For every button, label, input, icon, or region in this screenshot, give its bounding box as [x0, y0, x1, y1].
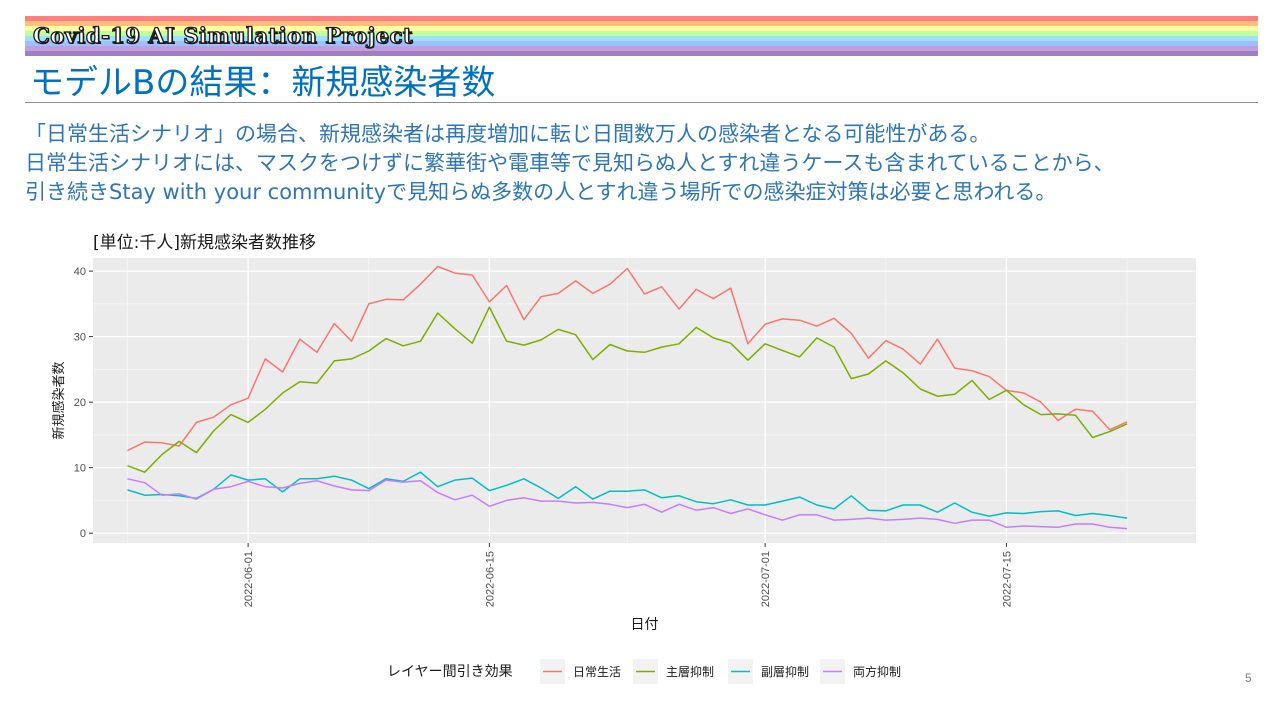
legend-label: 副層抑制 — [761, 664, 809, 679]
summary-line-3: 引き続きStay with your communityで見知らぬ多数の人とすれ… — [25, 180, 1057, 204]
rainbow-stripe — [25, 36, 1258, 41]
page-number: 5 — [1245, 671, 1252, 685]
series-lines — [127, 265, 1128, 530]
x-tick-label: 2022-07-01 — [760, 551, 772, 607]
y-tick-label: 40 — [74, 266, 86, 278]
major-gridlines — [93, 258, 1196, 543]
chart-title: [単位:千人]新規感染者数推移 — [93, 233, 316, 253]
x-tick-label: 2022-07-15 — [1001, 551, 1013, 607]
x-tick-label: 2022-06-01 — [243, 551, 255, 607]
y-tick-label: 10 — [74, 463, 86, 475]
title-divider — [25, 102, 1258, 103]
series-line-1 — [127, 265, 1128, 452]
series-line-2 — [127, 306, 1128, 473]
x-axis-label: 日付 — [631, 617, 659, 633]
page-title: モデルBの結果：新規感染者数 — [30, 63, 496, 103]
legend-label: 日常生活 — [573, 665, 621, 679]
y-axis: 0 10 20 30 40 — [74, 266, 93, 540]
rainbow-stripe — [25, 51, 1258, 56]
rainbow-header-band — [25, 16, 1258, 56]
x-tick-label: 2022-06-15 — [484, 551, 496, 607]
y-tick-label: 20 — [74, 397, 86, 409]
rainbow-stripe — [25, 31, 1258, 36]
summary-text: 「日常生活シナリオ」の場合、新規感染者は再度増加に転じ日間数万人の感染者となる可… — [25, 120, 1270, 207]
series-line-4 — [127, 478, 1128, 530]
summary-line-1: 「日常生活シナリオ」の場合、新規感染者は再度増加に転じ日間数万人の感染者となる可… — [25, 122, 991, 146]
rainbow-stripe — [25, 26, 1258, 31]
rainbow-stripe — [25, 21, 1258, 26]
y-tick-label: 0 — [80, 528, 86, 540]
legend-label: 両方抑制 — [853, 664, 901, 679]
project-banner: Covid-19 AI Simulation Project — [32, 23, 414, 48]
plot-panel — [93, 258, 1196, 543]
summary-line-2: 日常生活シナリオには、マスクをつけずに繁華街や電車等で見知らぬ人とすれ違うケース… — [25, 151, 1115, 175]
rainbow-stripe — [25, 41, 1258, 46]
minor-gridlines — [93, 258, 1196, 543]
rainbow-stripe — [25, 16, 1258, 21]
chart-legend: レイヤー間引き効果 日常生活 主層抑制 副層抑制 両方抑制 — [387, 659, 901, 684]
legend-title: レイヤー間引き効果 — [387, 664, 513, 680]
series-line-3 — [127, 471, 1128, 519]
y-tick-label: 30 — [74, 332, 86, 344]
legend-label: 主層抑制 — [666, 664, 714, 679]
y-axis-label: 新規感染者数 — [51, 361, 67, 439]
rainbow-stripe — [25, 46, 1258, 51]
x-axis: 2022-06-01 2022-06-15 2022-07-01 2022-07-15 — [243, 543, 1013, 607]
